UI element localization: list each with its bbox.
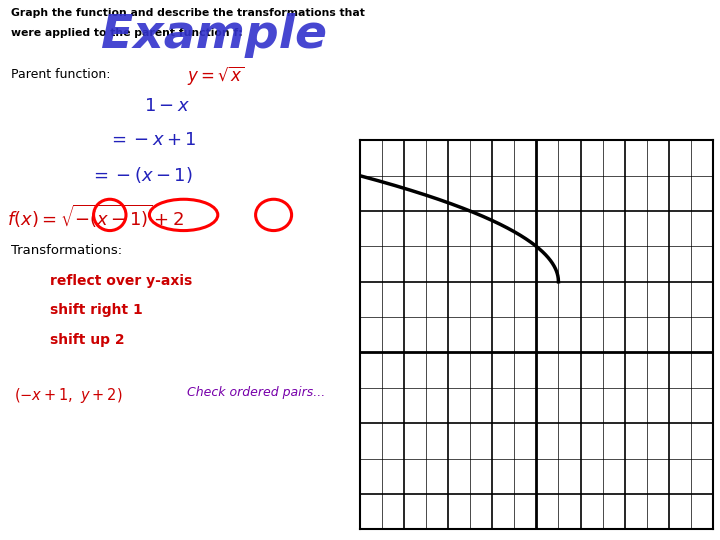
Text: Parent function:: Parent function: — [11, 68, 110, 80]
Text: $f(x) = \sqrt{-(x-1)}+2$: $f(x) = \sqrt{-(x-1)}+2$ — [7, 202, 184, 230]
Text: shift up 2: shift up 2 — [50, 333, 125, 347]
Text: reflect over y-axis: reflect over y-axis — [50, 274, 193, 288]
Text: Check ordered pairs...: Check ordered pairs... — [187, 386, 325, 399]
Text: $(-x + 1,\ y + 2)$: $(-x + 1,\ y + 2)$ — [14, 386, 123, 405]
Text: $1 - x$: $1 - x$ — [144, 97, 190, 115]
Text: Graph the function and describe the transformations that: Graph the function and describe the tran… — [11, 8, 364, 18]
Text: $= -(x - 1)$: $= -(x - 1)$ — [90, 165, 193, 185]
Text: $= -x + 1$: $= -x + 1$ — [108, 131, 197, 149]
Text: Transformations:: Transformations: — [11, 244, 122, 257]
Text: $y = \sqrt{x}$: $y = \sqrt{x}$ — [187, 64, 245, 87]
Text: shift right 1: shift right 1 — [50, 303, 143, 318]
Text: were applied to the parent function f:: were applied to the parent function f: — [11, 28, 243, 38]
Text: Example: Example — [101, 14, 327, 58]
